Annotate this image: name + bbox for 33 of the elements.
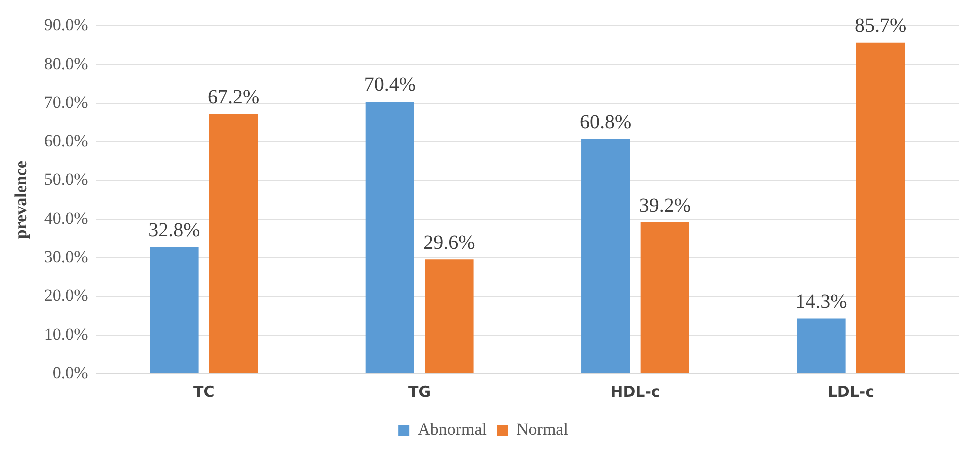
data-label: 70.4% [364,74,416,96]
y-tick-label: 0.0% [52,363,88,382]
x-tick-label: TG [408,382,432,401]
x-tick-label: TC [194,382,215,401]
y-tick-label: 90.0% [44,16,88,35]
y-tick-label: 70.0% [44,92,88,112]
bar [856,42,906,374]
bar [425,260,474,374]
data-label: 39.2% [639,194,691,217]
legend-label: Normal [516,420,569,439]
y-tick-label: 10.0% [44,324,88,344]
data-label: 32.8% [148,219,200,242]
y-tick-label: 30.0% [44,248,88,267]
bar [797,318,846,374]
y-tick-label: 20.0% [44,286,88,306]
data-label: 85.7% [854,15,907,38]
y-axis-title: prevalence [12,160,31,240]
bar [640,222,690,374]
bar [366,102,414,374]
legend-label: Abnormal [418,420,488,439]
x-tick-label: HDL-c [610,382,660,401]
bar [209,114,258,374]
data-label: 60.8% [580,111,632,134]
y-tick-label: 80.0% [44,54,88,74]
bar [150,247,199,374]
y-tick-label: 40.0% [44,208,88,228]
data-label: 14.3% [796,290,848,313]
data-label: 67.2% [208,86,260,109]
x-tick-label: LDL-c [828,382,875,401]
bar [582,139,630,374]
y-tick-label: 50.0% [44,170,88,190]
y-tick-label: 60.0% [44,132,88,151]
data-label: 29.6% [424,232,476,254]
